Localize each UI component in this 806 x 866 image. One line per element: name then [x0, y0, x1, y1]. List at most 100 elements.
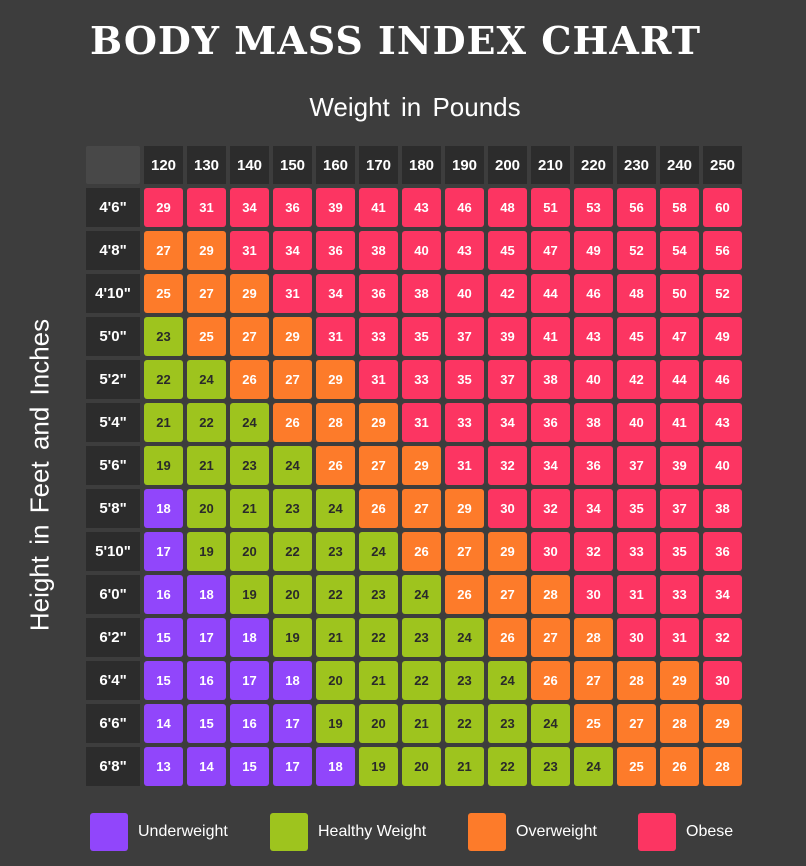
bmi-cell: 23 [316, 532, 355, 571]
bmi-cell: 29 [660, 661, 699, 700]
bmi-cell: 58 [660, 188, 699, 227]
bmi-cell: 24 [402, 575, 441, 614]
bmi-cell: 30 [703, 661, 742, 700]
bmi-cell: 19 [144, 446, 183, 485]
bmi-cell: 24 [273, 446, 312, 485]
bmi-cell: 31 [187, 188, 226, 227]
bmi-cell: 25 [187, 317, 226, 356]
bmi-cell: 17 [144, 532, 183, 571]
bmi-cell: 19 [187, 532, 226, 571]
bmi-cell: 22 [488, 747, 527, 786]
bmi-cell: 43 [574, 317, 613, 356]
legend-label-underweight: Underweight [138, 823, 228, 840]
bmi-cell: 35 [617, 489, 656, 528]
weight-header: 250 [703, 146, 742, 184]
bmi-cell: 34 [316, 274, 355, 313]
bmi-cell: 26 [445, 575, 484, 614]
height-header: 6'0" [86, 575, 140, 614]
bmi-cell: 27 [359, 446, 398, 485]
height-header: 4'8" [86, 231, 140, 270]
bmi-cell: 41 [660, 403, 699, 442]
bmi-cell: 56 [617, 188, 656, 227]
chart-title: BODY MASS INDEX CHART [90, 18, 702, 63]
bmi-cell: 31 [273, 274, 312, 313]
bmi-cell: 38 [574, 403, 613, 442]
legend-item-obese: Obese [638, 812, 733, 852]
legend-swatch-obese [638, 813, 676, 851]
bmi-cell: 19 [273, 618, 312, 657]
height-header: 4'10" [86, 274, 140, 313]
bmi-cell: 52 [617, 231, 656, 270]
bmi-cell: 53 [574, 188, 613, 227]
height-header: 6'4" [86, 661, 140, 700]
bmi-cell: 17 [273, 747, 312, 786]
bmi-cell: 34 [273, 231, 312, 270]
bmi-cell: 14 [187, 747, 226, 786]
bmi-cell: 18 [144, 489, 183, 528]
bmi-cell: 23 [402, 618, 441, 657]
bmi-cell: 29 [402, 446, 441, 485]
bmi-cell: 49 [703, 317, 742, 356]
legend: Underweight Healthy Weight Overweight Ob… [90, 812, 770, 852]
bmi-cell: 34 [230, 188, 269, 227]
bmi-cell: 29 [316, 360, 355, 399]
weight-header: 240 [660, 146, 699, 184]
bmi-cell: 23 [445, 661, 484, 700]
bmi-cell: 43 [445, 231, 484, 270]
legend-swatch-overweight [468, 813, 506, 851]
bmi-cell: 21 [144, 403, 183, 442]
bmi-cell: 26 [316, 446, 355, 485]
bmi-cell: 24 [531, 704, 570, 743]
bmi-cell: 22 [359, 618, 398, 657]
bmi-cell: 23 [144, 317, 183, 356]
bmi-cell: 46 [574, 274, 613, 313]
bmi-cell: 20 [316, 661, 355, 700]
weight-header: 120 [144, 146, 183, 184]
bmi-cell: 40 [703, 446, 742, 485]
bmi-cell: 30 [574, 575, 613, 614]
bmi-cell: 42 [488, 274, 527, 313]
bmi-cell: 20 [402, 747, 441, 786]
bmi-cell: 36 [359, 274, 398, 313]
bmi-cell: 39 [660, 446, 699, 485]
legend-item-overweight: Overweight [468, 812, 597, 852]
bmi-cell: 20 [187, 489, 226, 528]
bmi-cell: 21 [230, 489, 269, 528]
bmi-cell: 43 [703, 403, 742, 442]
bmi-cell: 18 [230, 618, 269, 657]
bmi-cell: 32 [488, 446, 527, 485]
bmi-cell: 26 [488, 618, 527, 657]
bmi-cell: 33 [402, 360, 441, 399]
bmi-cell: 21 [187, 446, 226, 485]
bmi-cell: 27 [574, 661, 613, 700]
bmi-cell: 20 [273, 575, 312, 614]
bmi-cell: 32 [703, 618, 742, 657]
bmi-cell: 18 [273, 661, 312, 700]
weight-header: 230 [617, 146, 656, 184]
bmi-cell: 22 [445, 704, 484, 743]
weight-header: 180 [402, 146, 441, 184]
weight-header: 140 [230, 146, 269, 184]
bmi-cell: 47 [660, 317, 699, 356]
weight-header: 210 [531, 146, 570, 184]
bmi-cell: 15 [144, 618, 183, 657]
bmi-cell: 37 [660, 489, 699, 528]
bmi-cell: 29 [359, 403, 398, 442]
bmi-cell: 26 [273, 403, 312, 442]
legend-label-healthy: Healthy Weight [318, 823, 427, 840]
bmi-cell: 29 [187, 231, 226, 270]
bmi-cell: 31 [359, 360, 398, 399]
legend-item-underweight: Underweight [90, 812, 228, 852]
y-axis-label: Height in Feet and Inches [24, 318, 55, 632]
bmi-cell: 34 [703, 575, 742, 614]
bmi-cell: 48 [488, 188, 527, 227]
height-header: 6'6" [86, 704, 140, 743]
bmi-cell: 21 [402, 704, 441, 743]
bmi-cell: 27 [488, 575, 527, 614]
bmi-cell: 32 [531, 489, 570, 528]
bmi-cell: 45 [488, 231, 527, 270]
bmi-cell: 17 [187, 618, 226, 657]
height-header: 5'8" [86, 489, 140, 528]
height-header: 5'4" [86, 403, 140, 442]
bmi-cell: 23 [531, 747, 570, 786]
